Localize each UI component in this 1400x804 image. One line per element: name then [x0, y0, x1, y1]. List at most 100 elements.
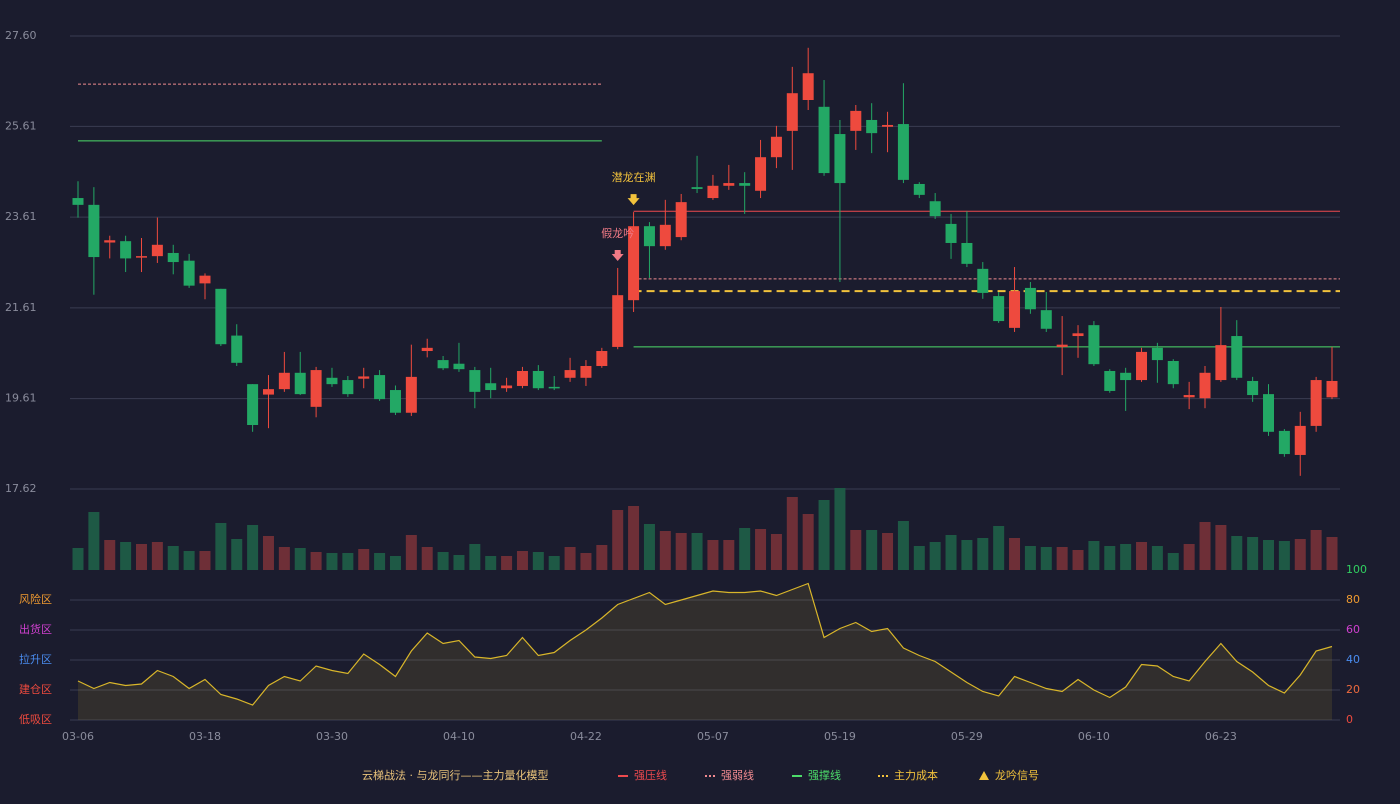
volume-bar: [247, 525, 259, 570]
candle-body: [231, 335, 243, 363]
volume-bar: [151, 542, 163, 570]
volume-bar: [437, 552, 449, 570]
candle-body: [421, 347, 433, 352]
candle-body: [707, 185, 719, 199]
zone-label: 出货区: [19, 622, 52, 636]
legend-title: 云梯战法 · 与龙同行——主力量化模型: [362, 768, 549, 782]
volume-bar: [723, 540, 735, 570]
volume-bar: [1136, 542, 1148, 570]
volume-bar: [913, 546, 925, 570]
candle-body: [564, 370, 576, 378]
y2-tick-label: 60: [1346, 623, 1360, 636]
candle-body: [326, 377, 338, 385]
candle-body: [1326, 380, 1338, 398]
volume-bar: [977, 538, 989, 570]
volume-bar: [231, 539, 243, 570]
candle-body: [1263, 394, 1275, 432]
candle-body: [643, 226, 655, 247]
volume-bar: [1104, 546, 1116, 570]
volume-bar: [1009, 538, 1021, 570]
candle-body: [437, 360, 449, 369]
candle-body: [1120, 372, 1132, 381]
volume-bar: [1215, 525, 1227, 570]
candle-body: [993, 296, 1005, 322]
volume-bar: [818, 500, 830, 570]
candle-body: [215, 288, 227, 345]
candle-body: [469, 370, 481, 392]
candle-body: [358, 376, 370, 379]
x-tick-label: 03-06: [62, 730, 94, 743]
zone-label: 低吸区: [19, 713, 52, 726]
candle-body: [167, 252, 179, 263]
volume-bar: [183, 551, 195, 570]
candle-body: [1215, 345, 1227, 381]
volume-bar: [389, 556, 401, 570]
volume-bar: [453, 555, 465, 570]
volume-bar: [628, 506, 640, 570]
volume-bar: [72, 548, 84, 570]
x-tick-label: 05-19: [824, 730, 856, 743]
candle-body: [516, 370, 528, 386]
candle-body: [897, 124, 909, 180]
volume-bar: [786, 497, 798, 570]
volume-bar: [1326, 537, 1338, 570]
volume-bar: [564, 547, 576, 570]
volume-bar: [374, 553, 386, 570]
candle-body: [1024, 287, 1036, 310]
y2-tick-label: 20: [1346, 683, 1360, 696]
x-tick-label: 05-29: [951, 730, 983, 743]
candle-body: [199, 275, 211, 284]
candle-body: [120, 241, 132, 259]
volume-bar: [1294, 539, 1306, 570]
candle-body: [1167, 360, 1179, 385]
candle-body: [866, 119, 878, 134]
candle-body: [612, 295, 624, 347]
volume-bar: [580, 553, 592, 570]
volume-bar: [596, 545, 608, 570]
x-tick-label: 05-07: [697, 730, 729, 743]
volume-bar: [1040, 547, 1052, 570]
x-tick-label: 03-18: [189, 730, 221, 743]
volume-bar: [262, 536, 274, 570]
candle-body: [1104, 370, 1116, 391]
candle-body: [1310, 380, 1322, 426]
candle-body: [1009, 291, 1021, 328]
volume-bar: [1199, 522, 1211, 570]
annotation: 潜龙在渊: [612, 170, 656, 184]
volume-bar: [1278, 541, 1290, 570]
volume-bar: [1247, 537, 1259, 570]
volume-bar: [294, 548, 306, 570]
candle-body: [389, 390, 401, 413]
volume-bar: [643, 524, 655, 570]
volume-bar: [135, 544, 147, 570]
candle-body: [342, 380, 354, 395]
volume-bar: [516, 551, 528, 570]
candle-body: [850, 110, 862, 131]
volume-bar: [501, 556, 513, 570]
candle-body: [1294, 425, 1306, 455]
candle-body: [1183, 395, 1195, 398]
y2-tick-label: 0: [1346, 713, 1353, 726]
volume-bar: [1310, 530, 1322, 570]
candle-body: [183, 260, 195, 286]
volume-bar: [850, 530, 862, 570]
legend-label: 龙吟信号: [995, 768, 1039, 782]
volume-bar: [1088, 541, 1100, 570]
candle-body: [770, 136, 782, 158]
volume-bar: [755, 529, 767, 570]
candle-body: [1247, 380, 1259, 396]
candle-body: [532, 370, 544, 389]
candle-body: [374, 375, 386, 400]
volume-bar: [1183, 544, 1195, 570]
candle-body: [104, 240, 116, 243]
candle-body: [802, 73, 814, 101]
volume-bar: [469, 544, 481, 570]
volume-bar: [342, 553, 354, 570]
candle-body: [580, 365, 592, 378]
candle-body: [151, 244, 163, 257]
candle-body: [310, 370, 322, 407]
volume-bar: [1072, 550, 1084, 570]
candle-body: [913, 183, 925, 195]
y-tick-label: 27.60: [5, 29, 37, 42]
